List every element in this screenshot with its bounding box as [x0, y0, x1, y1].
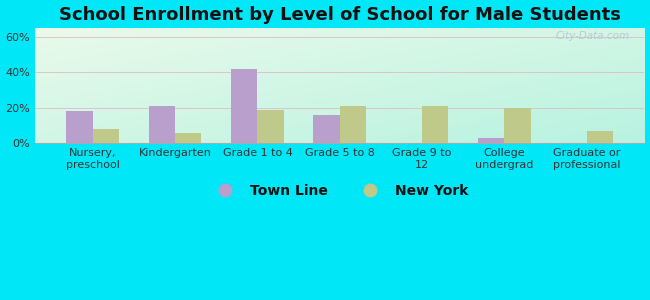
Bar: [93, 129, 119, 143]
Bar: [175, 133, 202, 143]
Bar: [504, 108, 531, 143]
Bar: [149, 106, 175, 143]
Bar: [257, 110, 284, 143]
Bar: [340, 106, 366, 143]
Bar: [313, 115, 340, 143]
Bar: [587, 131, 613, 143]
Legend: Town Line, New York: Town Line, New York: [206, 178, 474, 203]
Bar: [478, 138, 504, 143]
Title: School Enrollment by Level of School for Male Students: School Enrollment by Level of School for…: [59, 6, 621, 24]
Bar: [231, 69, 257, 143]
Bar: [422, 106, 448, 143]
Text: City-Data.com: City-Data.com: [555, 32, 629, 41]
Bar: [66, 111, 93, 143]
